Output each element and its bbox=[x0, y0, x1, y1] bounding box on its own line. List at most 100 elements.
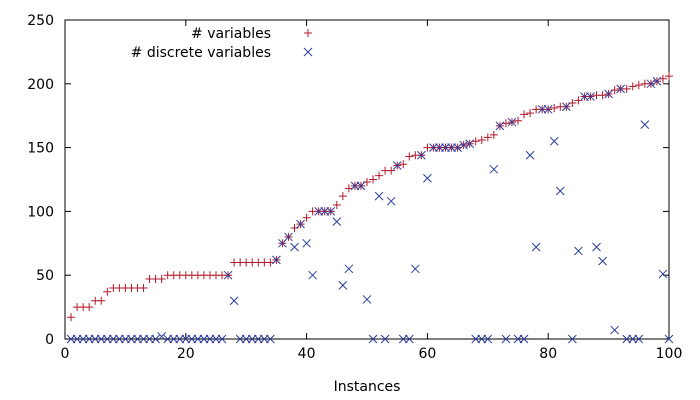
discrete-variables-point bbox=[543, 104, 553, 114]
discrete-variables-point bbox=[356, 181, 366, 191]
discrete-variables-point bbox=[302, 238, 311, 248]
series-0 bbox=[67, 72, 673, 322]
variables-point bbox=[598, 91, 607, 100]
discrete-variables-point bbox=[453, 143, 462, 152]
discrete-variables-point bbox=[495, 121, 505, 131]
discrete-variables-point bbox=[634, 334, 644, 344]
discrete-variables-point bbox=[604, 89, 613, 99]
discrete-variables-point bbox=[531, 242, 541, 252]
legend-plus-marker bbox=[304, 29, 312, 37]
discrete-variables-point bbox=[410, 264, 420, 274]
variables-point bbox=[514, 116, 522, 125]
discrete-variables-point bbox=[326, 207, 336, 216]
discrete-variables-point bbox=[308, 270, 317, 280]
legend-marker-variables bbox=[304, 29, 312, 37]
plot-border bbox=[64, 19, 670, 340]
x-tick-label: 60 bbox=[418, 346, 436, 362]
discrete-variables-point bbox=[574, 246, 583, 256]
y-tick-label: 200 bbox=[27, 77, 54, 93]
plot-frame bbox=[64, 19, 670, 340]
variables-point bbox=[139, 283, 148, 292]
variables-point bbox=[628, 82, 637, 91]
discrete-variables-point bbox=[658, 269, 668, 279]
variables-point bbox=[103, 287, 112, 296]
discrete-variables-point bbox=[519, 334, 529, 344]
discrete-variables-point bbox=[423, 173, 432, 183]
discrete-variables-point bbox=[223, 270, 233, 280]
variables-point bbox=[501, 119, 510, 128]
x-tick-label: 40 bbox=[298, 346, 316, 362]
variables-point bbox=[658, 74, 667, 83]
discrete-variables-point bbox=[664, 334, 674, 344]
variables-point bbox=[477, 135, 486, 144]
x-axis-ticks: 0 20 40 60 80 100 bbox=[61, 20, 683, 362]
y-tick-label: 50 bbox=[36, 268, 54, 284]
discrete-variables-point bbox=[284, 232, 293, 242]
variables-point bbox=[405, 152, 414, 161]
variables-point bbox=[489, 130, 498, 139]
legend-cross-marker bbox=[303, 47, 313, 57]
y-tick-label: 250 bbox=[27, 13, 54, 29]
discrete-variables-point bbox=[646, 79, 656, 89]
discrete-variables-point bbox=[489, 164, 499, 174]
discrete-variables-point bbox=[640, 120, 650, 129]
x-axis-label: Instances bbox=[334, 379, 401, 395]
discrete-variables-point bbox=[404, 334, 414, 344]
legend-marker-discrete-variables bbox=[303, 47, 313, 57]
variables-point bbox=[471, 137, 480, 146]
variables-point bbox=[665, 72, 673, 81]
discrete-variables-point bbox=[549, 136, 559, 146]
discrete-variables-point bbox=[598, 256, 607, 266]
variables-point bbox=[375, 171, 384, 180]
variables-point bbox=[344, 184, 353, 193]
variables-point bbox=[332, 201, 341, 210]
discrete-variables-point bbox=[561, 102, 571, 112]
discrete-variables-point bbox=[272, 255, 281, 265]
legend: # variables # discrete variables bbox=[131, 26, 313, 61]
variables-point bbox=[550, 104, 559, 113]
series-1 bbox=[66, 76, 674, 344]
y-axis-ticks: 0 50 100 150 200 250 bbox=[27, 13, 669, 348]
discrete-variables-point bbox=[525, 150, 535, 160]
variables-point bbox=[387, 166, 396, 175]
discrete-variables-point bbox=[338, 281, 348, 290]
variables-point bbox=[97, 296, 106, 305]
variables-point bbox=[302, 213, 311, 222]
discrete-variables-point bbox=[296, 219, 305, 229]
discrete-variables-point bbox=[217, 334, 227, 344]
discrete-variables-point bbox=[344, 264, 354, 274]
legend-label-variables: # variables bbox=[191, 26, 271, 42]
discrete-variables-point bbox=[380, 334, 390, 344]
discrete-variables-point bbox=[652, 76, 662, 86]
x-tick-label: 100 bbox=[656, 346, 683, 362]
discrete-variables-point bbox=[151, 334, 160, 344]
y-tick-label: 150 bbox=[27, 141, 54, 157]
x-tick-label: 20 bbox=[177, 346, 195, 362]
discrete-variables-point bbox=[332, 217, 342, 226]
discrete-variables-point bbox=[290, 242, 299, 252]
discrete-variables-point bbox=[555, 186, 565, 196]
variables-point bbox=[369, 175, 378, 184]
y-tick-label: 0 bbox=[45, 332, 54, 348]
variables-point bbox=[622, 84, 631, 93]
discrete-variables-point bbox=[266, 334, 275, 344]
variables-point bbox=[634, 81, 643, 90]
discrete-variables-point bbox=[465, 139, 475, 149]
variables-point bbox=[483, 133, 492, 142]
discrete-variables-point bbox=[483, 334, 493, 344]
variables-point bbox=[266, 258, 275, 267]
variables-point bbox=[338, 192, 347, 201]
variables-point bbox=[157, 275, 166, 284]
discrete-variables-point bbox=[616, 84, 626, 94]
x-tick-label: 80 bbox=[539, 346, 557, 362]
x-tick-label: 0 bbox=[61, 346, 70, 362]
discrete-variables-point bbox=[362, 295, 372, 304]
discrete-variables-point bbox=[386, 196, 396, 206]
series-layer bbox=[66, 72, 674, 344]
y-tick-label: 100 bbox=[27, 204, 54, 220]
variables-point bbox=[520, 110, 529, 119]
legend-label-discrete-variables: # discrete variables bbox=[131, 45, 271, 61]
discrete-variables-point bbox=[374, 191, 384, 201]
variables-point bbox=[85, 303, 94, 312]
